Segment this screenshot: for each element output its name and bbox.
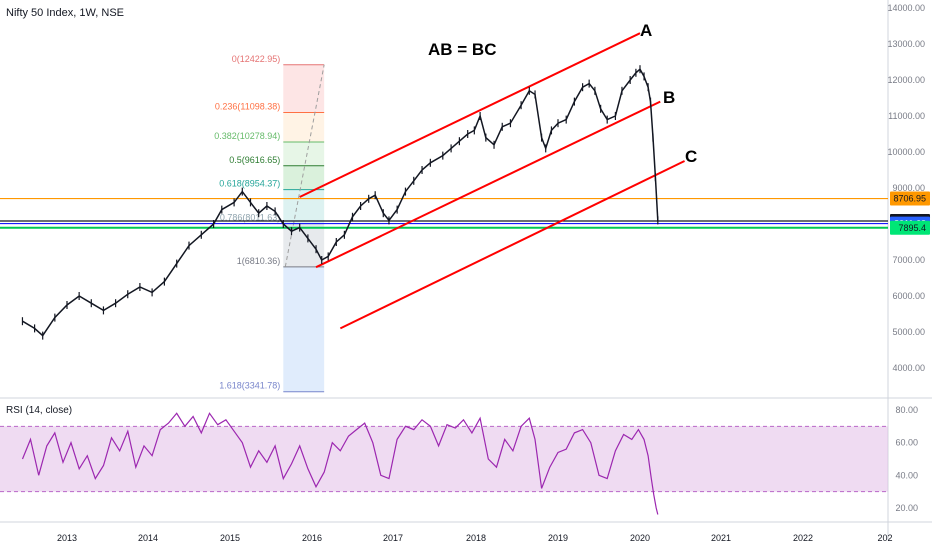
label-a: A: [640, 21, 652, 40]
time-tick-label-3: 2016: [302, 533, 322, 543]
price-series-line: [22, 68, 659, 337]
fib-level-label-0: 0(12422.95): [232, 54, 281, 64]
price-tick-label-2: 12000.00: [887, 75, 925, 85]
price-tick-label-1: 13000.00: [887, 39, 925, 49]
label-b: B: [663, 88, 675, 107]
price-tick-label-9: 4000.00: [892, 363, 925, 373]
time-tick-label-10: 202: [877, 533, 892, 543]
price-tick-label-4: 10000.00: [887, 147, 925, 157]
price-badge-0: [890, 191, 930, 206]
rsi-tick-label-3: 20.00: [895, 503, 918, 513]
fib-level-label-4: 0.618(8954.37): [219, 179, 280, 189]
time-tick-label-4: 2017: [383, 533, 403, 543]
fib-level-label-6: 1(6810.36): [237, 256, 281, 266]
time-tick-label-8: 2021: [711, 533, 731, 543]
time-tick-label-9: 2022: [793, 533, 813, 543]
price-badge-label-0: 8706.95: [893, 194, 926, 204]
price-badge-3: [890, 220, 930, 235]
time-tick-label-2: 2015: [220, 533, 240, 543]
channel-line-0: [299, 32, 641, 198]
fib-zone-3: [283, 165, 325, 190]
fib-zone-0: [283, 64, 325, 113]
rsi-title: RSI (14, close): [6, 405, 73, 416]
rsi-band: [0, 426, 888, 492]
time-tick-label-6: 2019: [548, 533, 568, 543]
price-tick-label-7: 6000.00: [892, 291, 925, 301]
fib-level-label-1: 0.236(11098.38): [215, 101, 280, 111]
price-tick-label-5: 9000.00: [892, 183, 925, 193]
rsi-series-line: [21, 412, 659, 515]
time-tick-label-5: 2018: [466, 533, 486, 543]
fib-zone-2: [283, 141, 325, 166]
fib-level-label-3: 0.5(9616.65): [229, 155, 280, 165]
time-tick-label-7: 2020: [630, 533, 650, 543]
fib-trend-line: [284, 64, 325, 267]
fib-level-label-5: 0.786(8011.63): [220, 213, 280, 223]
fib-level-label-2: 0.382(10278.94): [214, 131, 280, 141]
price-badge-label-3: 7895.4: [898, 223, 926, 233]
time-tick-label-1: 2014: [138, 533, 158, 543]
label-c: C: [685, 147, 697, 166]
fib-zone-6: [283, 266, 325, 392]
label-ab-bc: AB = BC: [428, 40, 496, 59]
rsi-tick-label-0: 80.00: [895, 405, 918, 415]
channel-line-2: [339, 160, 685, 330]
fib-zone-1: [283, 112, 325, 142]
price-tick-label-3: 11000.00: [888, 111, 925, 121]
price-tick-label-0: 14000.00: [887, 3, 925, 13]
time-tick-label-0: 2013: [57, 533, 77, 543]
rsi-tick-label-2: 40.00: [895, 470, 918, 480]
chart-title: Nifty 50 Index, 1W, NSE: [6, 7, 124, 19]
price-tick-label-8: 5000.00: [892, 327, 925, 337]
rsi-tick-label-1: 60.00: [895, 438, 918, 448]
fib-level-label-7: 1.618(3341.78): [219, 381, 280, 391]
price-tick-label-6: 7000.00: [892, 255, 925, 265]
channel-line-1: [315, 100, 661, 269]
